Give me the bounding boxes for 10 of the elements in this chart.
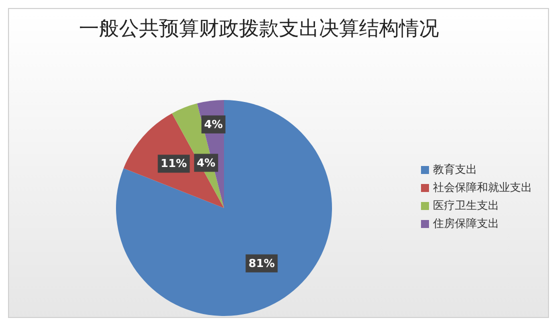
data-label: 81%: [248, 256, 275, 270]
legend-label: 社会保障和就业支出: [433, 180, 532, 196]
pie-slice: [116, 100, 332, 316]
legend-label: 教育支出: [433, 162, 477, 178]
chart-title: 一般公共预算财政拨款支出决算结构情况: [78, 15, 440, 41]
legend-label: 医疗卫生支出: [433, 198, 499, 214]
data-label: 11%: [160, 157, 187, 170]
legend-label: 住房保障支出: [433, 216, 499, 232]
data-label: 4%: [196, 156, 216, 170]
data-label: 4%: [204, 118, 223, 131]
